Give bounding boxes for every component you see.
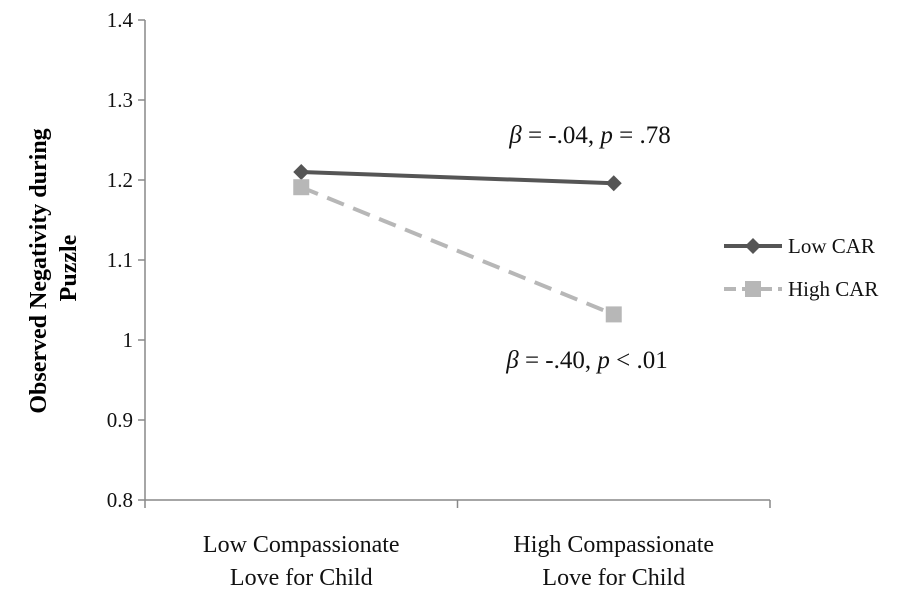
legend: Low CAR High CAR [724, 234, 878, 301]
y-tick-label: 1.4 [107, 8, 134, 32]
axes [144, 20, 770, 501]
legend-marker-high-car [745, 281, 761, 297]
y-tick-label: 1.3 [107, 88, 133, 112]
series-line-high-car [300, 185, 615, 317]
annotation-high-car: β = -.40, p < .01 [505, 347, 668, 374]
y-tick-label: 0.8 [107, 488, 133, 512]
y-axis-label-line-1: Observed Negativity during [26, 128, 52, 413]
legend-label-high-car: High CAR [788, 277, 878, 301]
y-tick-label: 0.9 [107, 408, 133, 432]
series-layer [293, 164, 622, 323]
x-category-label: Low Compassionate Love for Child [203, 532, 400, 591]
data-point-low-car [293, 164, 310, 180]
y-axis-label: Observed Negativity during Puzzle [26, 122, 82, 413]
y-tick-label: 1 [123, 328, 134, 352]
x-category-label-line: Love for Child [542, 565, 685, 591]
data-point-high-car [605, 306, 622, 323]
x-category-label-line: Low Compassionate [203, 532, 400, 558]
y-tick-label: 1.1 [107, 248, 133, 272]
y-tick-label: 1.2 [107, 168, 133, 192]
x-category-label-line: High Compassionate [513, 532, 714, 558]
series-high-car [293, 179, 622, 323]
annotation-low-car: β = -.04, p = .78 [508, 122, 671, 149]
x-category-label: High Compassionate Love for Child [513, 532, 714, 591]
series-low-car [293, 164, 622, 192]
legend-label-low-car: Low CAR [788, 234, 875, 258]
x-category-label-line: Love for Child [230, 565, 373, 591]
data-point-high-car [293, 179, 310, 196]
data-point-low-car [605, 175, 622, 192]
series-line-low-car [301, 170, 614, 186]
legend-marker-low-car [745, 238, 761, 254]
y-axis-label-line-2: Puzzle [56, 234, 82, 301]
y-ticks: 0.8 0.9 1 1.1 1.2 1.3 1.4 [107, 8, 145, 512]
